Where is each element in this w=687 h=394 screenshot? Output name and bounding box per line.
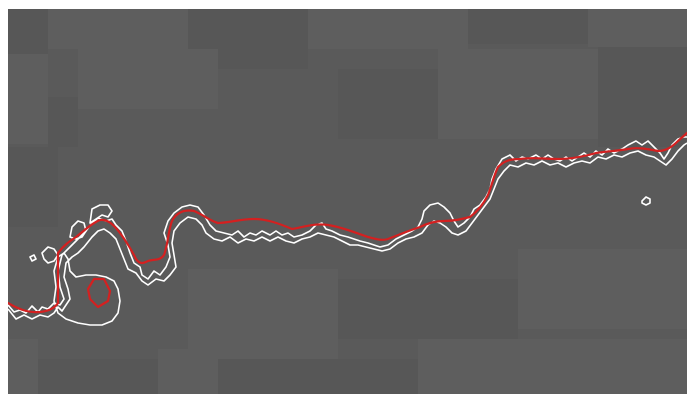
background-tile [588,9,687,47]
background-tile [38,359,158,394]
contour-small-blob-left [41,246,59,264]
contour-small-blob-top [69,220,87,240]
contour-main [8,136,687,314]
contour-protrusion-top [89,204,113,224]
background-tile [8,147,58,227]
segmentation-overlay [8,9,687,394]
background-tile [8,339,38,394]
background-tile [78,49,218,109]
background-tile [158,349,218,394]
background-tile [438,49,598,139]
background-tile [48,97,78,147]
contour-lower-blob [53,252,121,326]
red-trace-icon [8,131,687,314]
background-tile [418,339,687,394]
background-tile [218,359,418,394]
background-tile [188,269,338,359]
trace-main [8,131,687,314]
image-canvas [8,9,687,394]
background-tile [48,9,188,49]
background-tile [598,47,687,147]
background-tile [338,69,438,139]
contour-dot-left [29,254,37,262]
background-tile [518,249,687,329]
background-tile [8,54,48,144]
background-tile [468,9,588,44]
contour-dot-right [641,196,651,206]
background-tile [8,9,48,54]
trace-loop [86,277,112,309]
background-tile [338,279,518,339]
white-contour-icon [8,136,687,326]
background-tiles [8,9,687,394]
background-tile [308,9,468,49]
contour-inner-top [8,142,687,320]
